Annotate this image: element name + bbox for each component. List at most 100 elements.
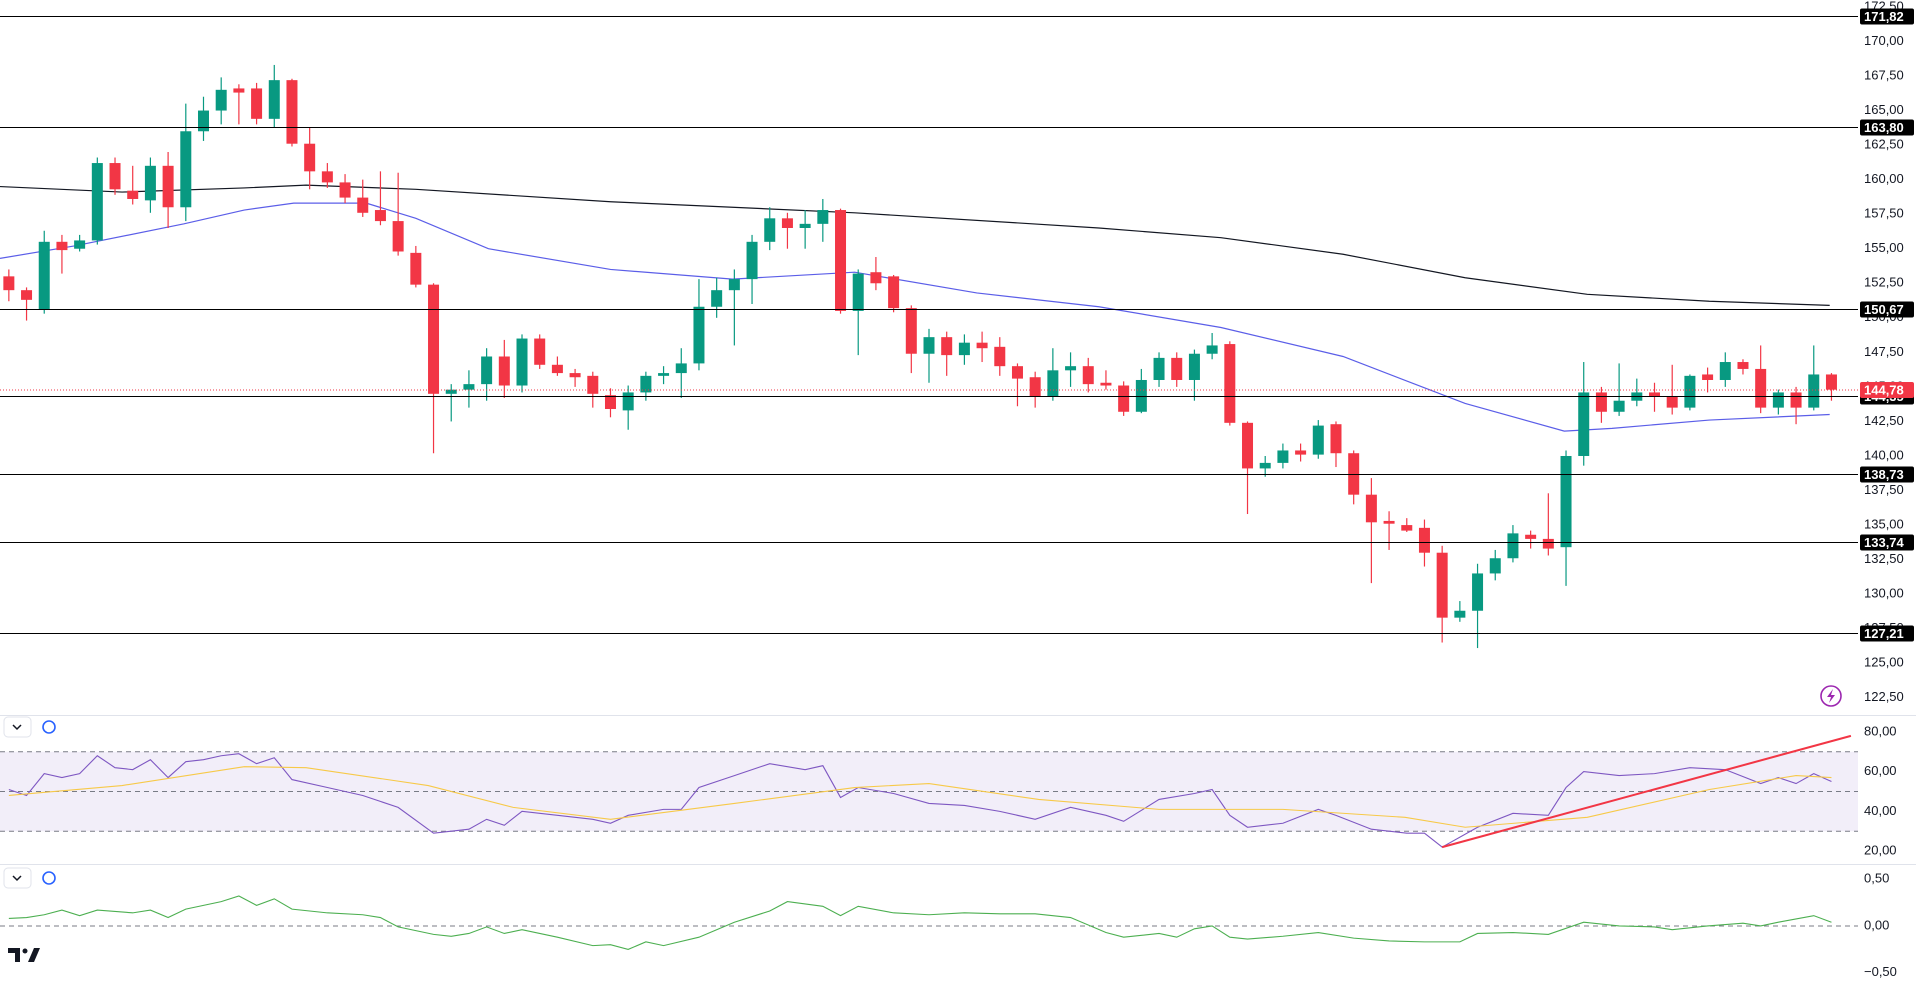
candle-body [1259, 462, 1271, 469]
y-tick-label: 60,00 [1864, 763, 1897, 778]
candle-body [640, 375, 652, 393]
y-tick-label: 142,50 [1864, 413, 1904, 428]
lightning-icon [1827, 689, 1835, 703]
refresh-icon[interactable] [42, 871, 56, 885]
y-tick-label: 167,50 [1864, 67, 1904, 82]
level-label: 171,82 [1864, 9, 1904, 24]
candle-body [233, 88, 245, 93]
candle-body [1719, 362, 1731, 380]
candle-body [1454, 610, 1466, 618]
candle-body [1242, 422, 1254, 469]
candle-body [445, 389, 457, 394]
candle-body [1808, 374, 1820, 408]
candle-body [498, 356, 510, 386]
candle-body [197, 110, 209, 132]
last-price-box [1860, 381, 1914, 398]
level-label-box [1860, 625, 1914, 642]
candle-body [1047, 370, 1059, 397]
chevron-icon [12, 724, 22, 731]
candle-body [764, 218, 776, 242]
candle-body [994, 346, 1006, 367]
candle-body [321, 171, 333, 183]
level-label-box [1860, 466, 1914, 483]
osc-controls [3, 867, 56, 889]
candle-body [958, 342, 970, 356]
y-tick-label: 147,50 [1864, 344, 1904, 359]
candle-body [746, 241, 758, 280]
y-tick-label: 152,50 [1864, 275, 1904, 290]
indicator-line [8, 753, 1832, 848]
candle-body [1790, 392, 1802, 408]
candle-body [56, 241, 68, 251]
y-tick-label: 125,00 [1864, 655, 1904, 670]
y-tick-label: 20,00 [1864, 843, 1897, 858]
candle-body [905, 308, 917, 354]
candle-body [1277, 450, 1289, 463]
trend-line [1441, 734, 1852, 849]
candle-body [1401, 525, 1413, 531]
candle-body [109, 163, 121, 190]
candle-body [1684, 375, 1696, 408]
tradingview-logo [8, 948, 40, 962]
candle-body [1755, 368, 1767, 408]
candle-body [835, 210, 847, 311]
candle-body [463, 384, 475, 390]
level-label: 138,73 [1864, 467, 1904, 482]
logo-part [28, 948, 40, 962]
candle-body [1613, 400, 1625, 412]
candle-body [941, 337, 953, 356]
candle-body [569, 373, 581, 378]
candle-body [1118, 385, 1130, 412]
candle-body [304, 143, 316, 172]
candle-body [1666, 396, 1678, 408]
candle-body [91, 163, 103, 241]
panel [0, 895, 1858, 950]
y-tick-label: 0,50 [1864, 871, 1889, 886]
refresh-icon[interactable] [42, 720, 56, 734]
moving-average [0, 202, 1830, 432]
y-tick-label: 130,00 [1864, 586, 1904, 601]
candle-body [251, 88, 263, 119]
candle-body [1418, 527, 1430, 553]
y-tick-label: 170,00 [1864, 33, 1904, 48]
candle-body [1171, 357, 1183, 380]
candle-body [339, 182, 351, 198]
y-tick-label: 165,00 [1864, 102, 1904, 117]
candle-body [1702, 374, 1714, 380]
collapse-button[interactable] [3, 716, 32, 738]
candle-body [268, 80, 280, 119]
candle-body [1737, 362, 1749, 369]
candle-body [1295, 450, 1307, 455]
indicator-line [8, 766, 1832, 828]
candle-body [1542, 538, 1554, 549]
moving-average [0, 184, 1830, 306]
candle-body [392, 221, 404, 252]
candle-body [1525, 534, 1537, 539]
level-label-box [1860, 119, 1914, 136]
candle-body [144, 165, 156, 201]
candle-body [516, 338, 528, 386]
candle-body [551, 364, 563, 374]
candle-body [1153, 357, 1165, 380]
candle-body [1188, 353, 1200, 380]
y-tick-label: 140,00 [1864, 447, 1904, 462]
candle-body [1065, 366, 1077, 371]
candle-body [3, 276, 15, 291]
candle-body [21, 290, 33, 300]
candle-body [604, 395, 616, 410]
level-label: 150,67 [1864, 302, 1904, 317]
level-label-box [1860, 301, 1914, 318]
candle-body [1578, 392, 1590, 456]
y-tick-label: 160,00 [1864, 171, 1904, 186]
level-label-box [1860, 534, 1914, 551]
candle-body [658, 373, 670, 376]
candle-body [622, 392, 634, 411]
y-tick-label: 122,50 [1864, 689, 1904, 704]
lightning-button[interactable] [1820, 685, 1842, 707]
level-label: 163,80 [1864, 120, 1904, 135]
collapse-button[interactable] [3, 867, 32, 889]
y-tick-label: 40,00 [1864, 803, 1897, 818]
y-tick-label: 157,50 [1864, 206, 1904, 221]
logo-part [22, 948, 28, 954]
